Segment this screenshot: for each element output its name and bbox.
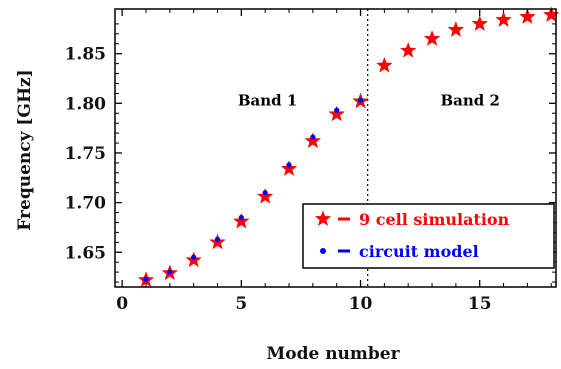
circuit-model-point <box>143 276 149 282</box>
plot-border <box>114 8 557 288</box>
y-axis-title: Frequency [GHz] <box>15 69 35 230</box>
x-tick-label: 10 <box>349 294 373 314</box>
legend-box <box>302 203 555 269</box>
simulation-star-point <box>542 6 560 23</box>
y-tick-label: 1.85 <box>65 45 106 65</box>
circuit-model-point <box>191 254 197 260</box>
simulation-star-point <box>280 160 298 176</box>
legend-label-circuit: circuit model <box>359 242 479 261</box>
x-tick-label: 0 <box>116 294 128 314</box>
simulation-star-point <box>376 56 393 73</box>
band-2-label: Band 2 <box>440 91 499 109</box>
circuit-model-point <box>167 269 173 275</box>
simulation-star-point <box>447 21 465 37</box>
y-tick-label: 1.75 <box>65 144 106 164</box>
circuit-model-point <box>357 97 364 103</box>
simulation-star-point <box>256 187 274 204</box>
y-tick-label: 1.80 <box>65 94 107 114</box>
y-tick-label: 1.70 <box>65 194 107 214</box>
circuit-model-point <box>214 236 221 242</box>
circuit-model-point <box>286 162 292 168</box>
legend-star-icon <box>314 210 332 227</box>
labels-layer: 0 5 10 15 1.65 1.70 1.75 1.80 1.85 <box>65 45 492 314</box>
simulation-star-point <box>304 132 322 149</box>
legend-label-simulation: 9 cell simulation <box>359 210 510 229</box>
simulation-star-point <box>423 30 441 46</box>
simulation-star-point <box>399 41 417 58</box>
legend-dot-icon <box>320 248 326 254</box>
simulation-star-point <box>519 8 536 25</box>
simulation-star-point <box>233 212 250 229</box>
y-tick-label: 1.65 <box>65 243 106 263</box>
circuit-model-point <box>238 214 244 221</box>
legend-star-shape <box>314 210 332 227</box>
x-tick-label: 15 <box>468 294 492 314</box>
circuit-model-point <box>334 107 340 113</box>
band-1-label: Band 1 <box>238 91 297 109</box>
x-tick-label: 5 <box>235 294 247 314</box>
circuit-model-point <box>262 190 268 196</box>
simulation-star-point <box>471 15 489 31</box>
simulation-star-point <box>495 11 512 27</box>
plot-frame <box>114 8 557 288</box>
marks-layer <box>137 6 560 288</box>
simulation-star-point <box>328 105 345 122</box>
ticks-layer <box>115 9 556 287</box>
circuit-model-point <box>310 134 316 140</box>
x-axis-title: Mode number <box>266 344 400 364</box>
legend: 9 cell simulation circuit model <box>302 203 555 269</box>
